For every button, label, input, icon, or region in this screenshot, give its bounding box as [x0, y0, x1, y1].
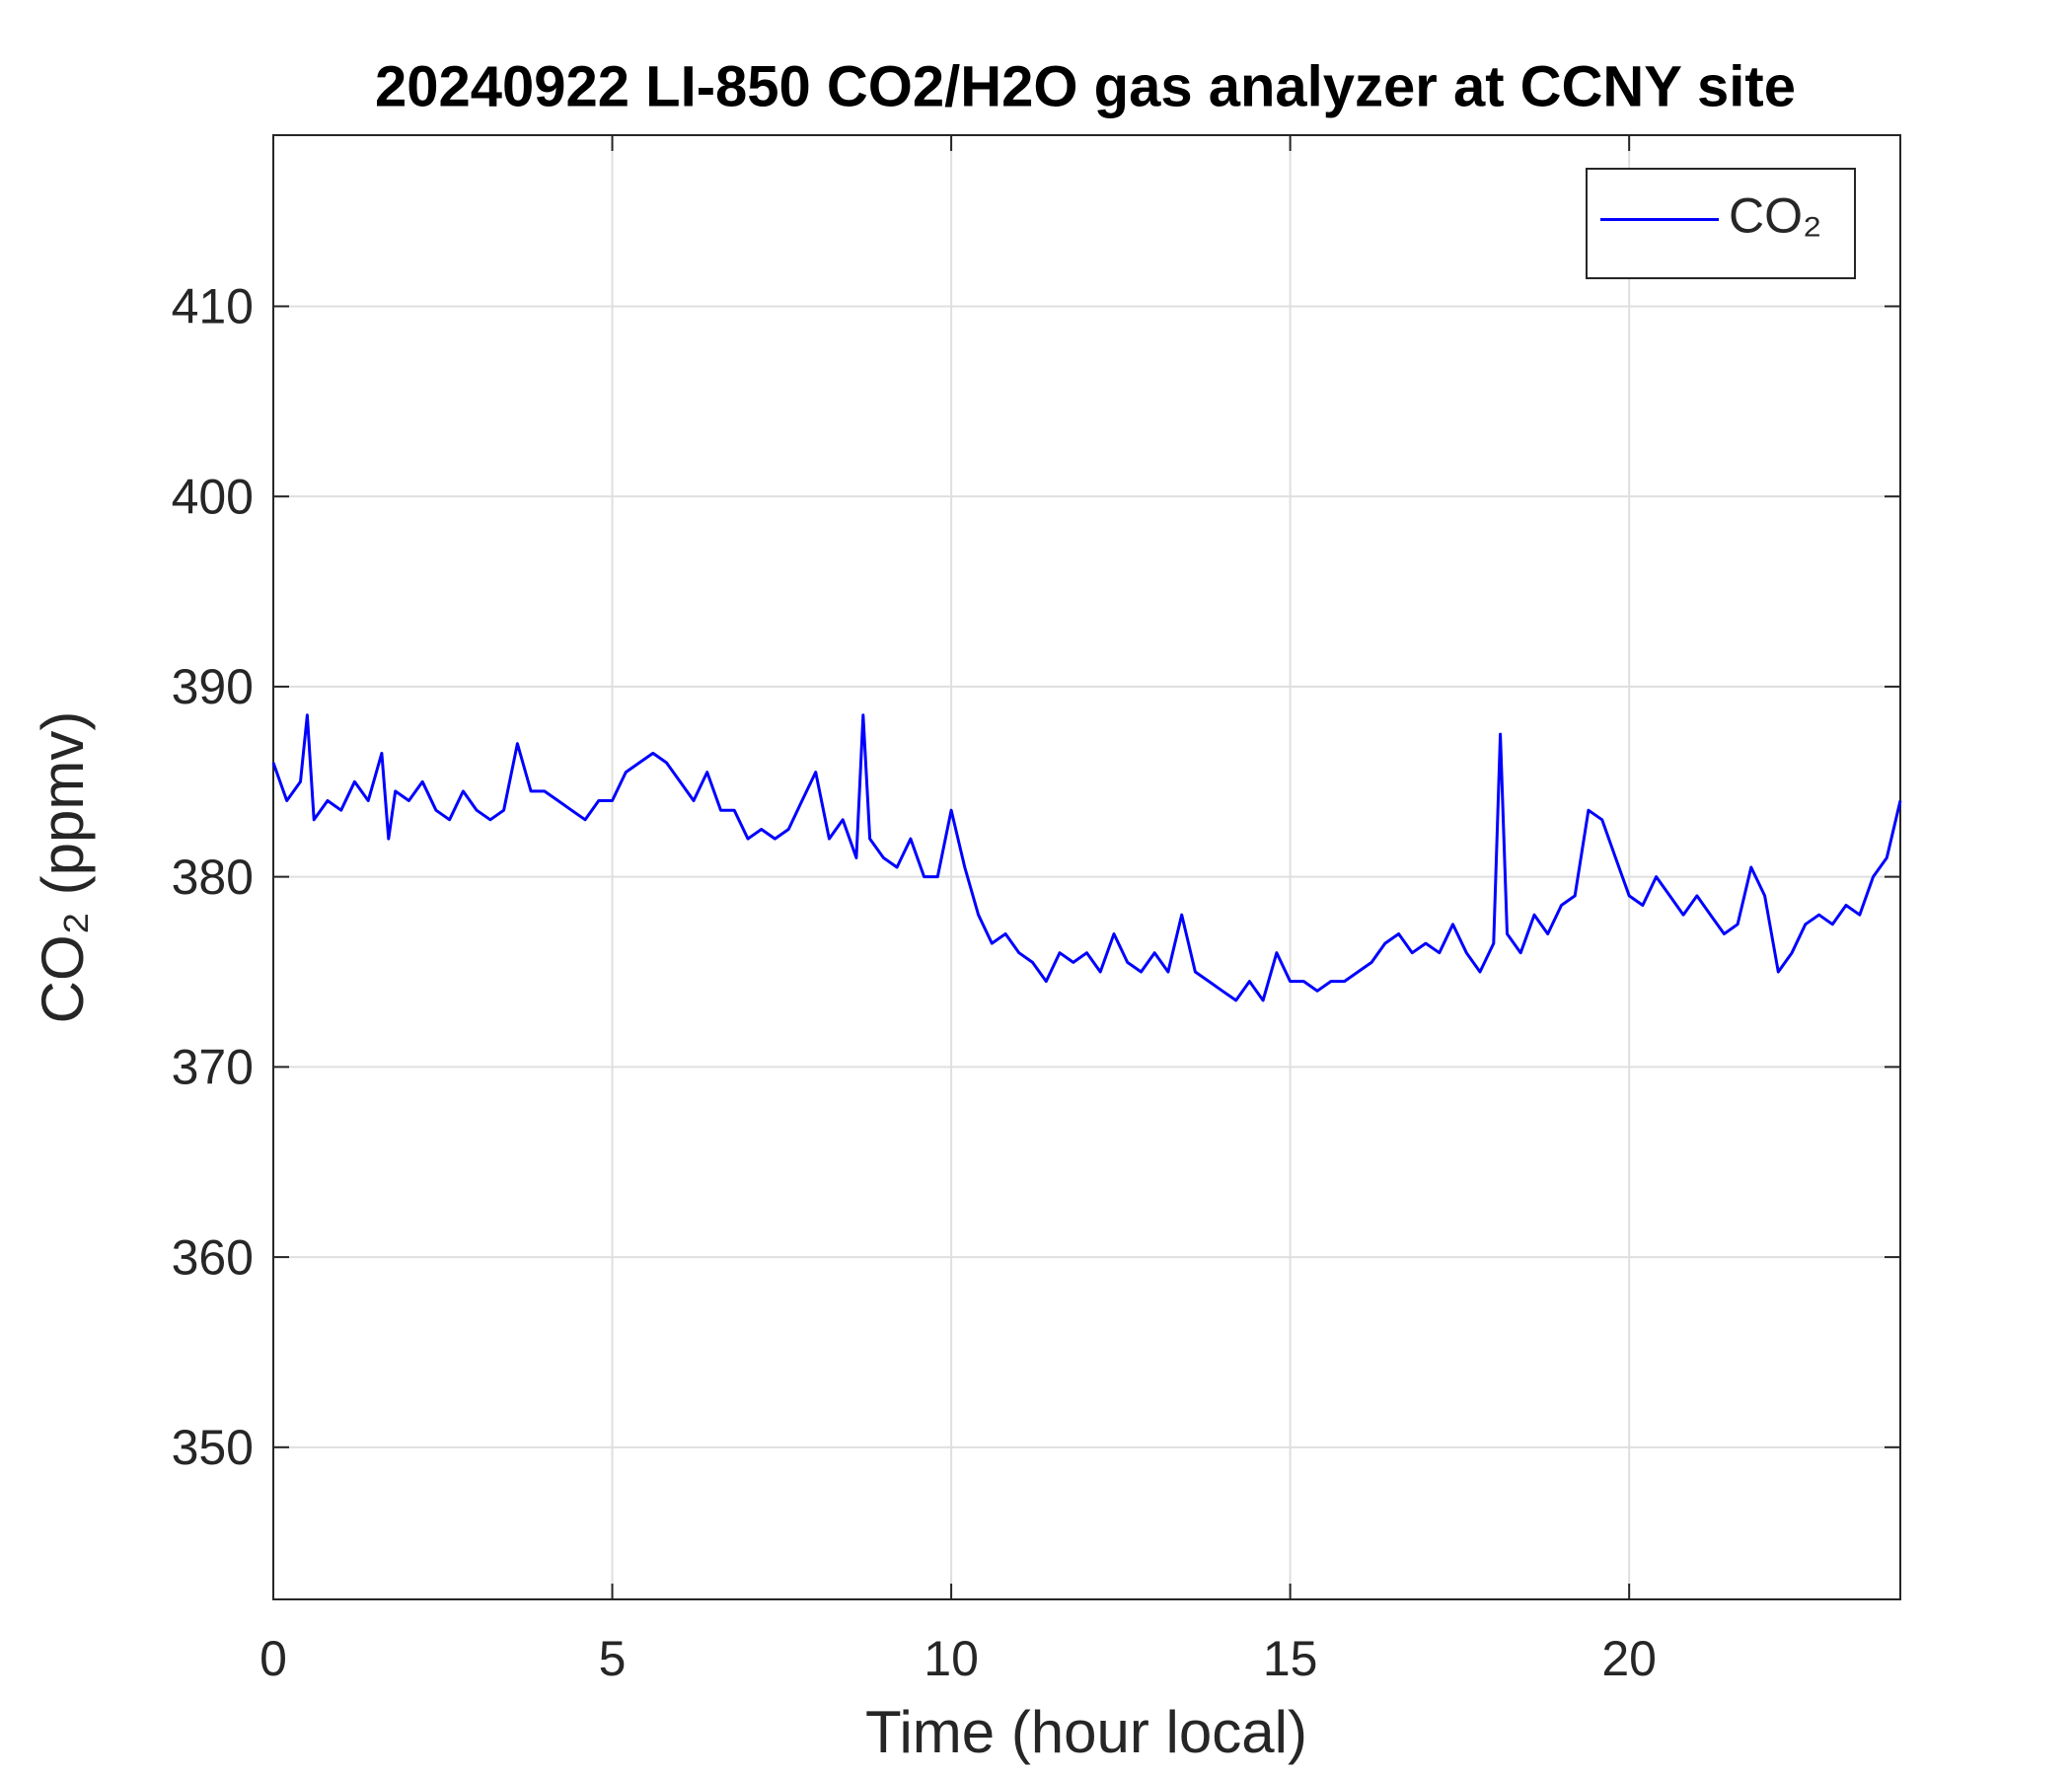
- legend-box: [1586, 168, 1856, 279]
- data-line: [271, 713, 1902, 1002]
- x-axis-label: Time (hour local): [865, 1699, 1307, 1765]
- y-axis-label: CO₂ (ppmv): [30, 711, 96, 1024]
- legend-label: CO₂: [1729, 188, 1821, 244]
- y-tick-label: 410: [172, 279, 254, 334]
- y-tick-label: 400: [172, 469, 254, 524]
- y-tick-label: 380: [172, 850, 254, 905]
- x-tick-label: 15: [1263, 1631, 1318, 1686]
- x-tick-label: 10: [924, 1631, 979, 1686]
- y-tick-label: 350: [172, 1420, 254, 1475]
- x-tick-label: 20: [1601, 1631, 1657, 1686]
- chart-title: 20240922 LI-850 CO2/H2O gas analyzer at …: [375, 54, 1796, 118]
- y-tick-label: 370: [172, 1040, 254, 1095]
- x-tick-label: 5: [599, 1631, 627, 1686]
- x-tick-label: 0: [259, 1631, 287, 1686]
- y-tick-label: 390: [172, 659, 254, 714]
- y-tick-label: 360: [172, 1229, 254, 1285]
- plot-frame: [272, 134, 1901, 1600]
